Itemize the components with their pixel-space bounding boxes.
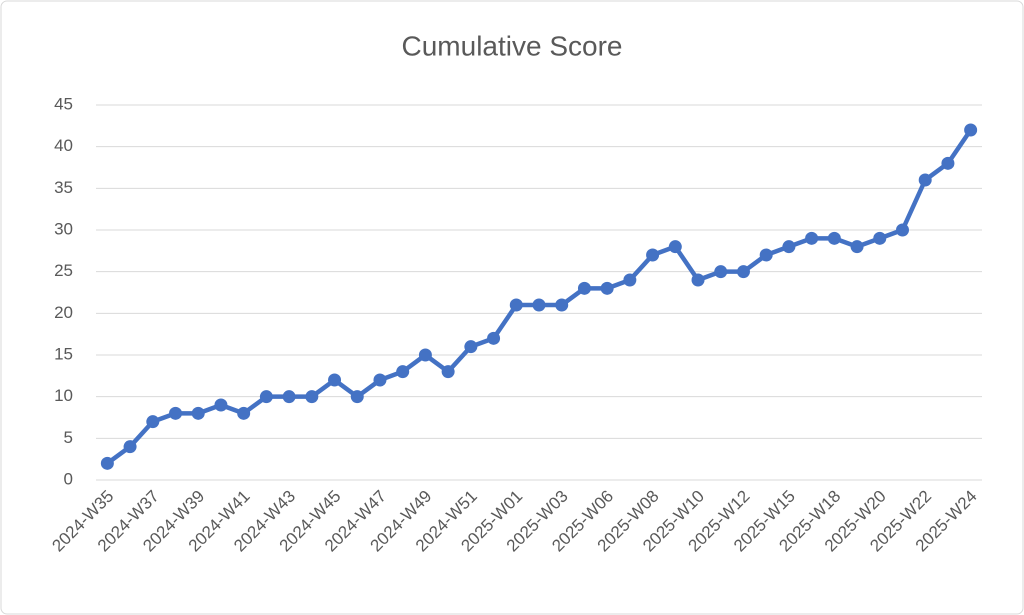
data-point [169,406,183,420]
data-point [555,298,569,312]
y-tick-label: 5 [64,428,73,447]
data-point [964,123,978,137]
data-point [123,440,137,454]
data-point [373,373,387,387]
data-point [577,281,591,295]
data-point [805,231,819,245]
data-point [214,398,228,412]
data-point [532,298,546,312]
data-point [850,240,864,254]
data-point [509,298,523,312]
y-tick-label: 25 [54,261,73,280]
y-tick-label: 45 [54,94,73,113]
y-tick-label: 35 [54,178,73,197]
data-point [941,156,955,170]
data-point [487,331,501,345]
y-tick-label: 10 [54,386,73,405]
data-point [350,390,364,404]
data-point [691,273,705,287]
data-point [100,456,114,470]
data-point [305,390,319,404]
data-point [827,231,841,245]
chart-title: Cumulative Score [402,30,623,61]
data-point [895,223,909,237]
data-point [418,348,432,362]
y-tick-label: 0 [64,469,73,488]
y-tick-label: 15 [54,344,73,363]
data-point [237,406,251,420]
y-tick-label: 20 [54,303,73,322]
data-point [464,340,478,354]
data-point [259,390,273,404]
data-point [714,265,728,279]
data-point [736,265,750,279]
data-point [191,406,205,420]
data-point [873,231,887,245]
y-tick-label: 30 [54,219,73,238]
data-point [646,248,660,262]
data-point [668,240,682,254]
data-point [918,173,932,187]
data-point [396,365,410,379]
data-point [282,390,296,404]
data-point [328,373,342,387]
y-tick-label: 40 [54,136,73,155]
data-point [782,240,796,254]
data-point [146,415,160,429]
data-point [759,248,773,262]
data-point [623,273,637,287]
data-point [600,281,614,295]
data-point [441,365,455,379]
